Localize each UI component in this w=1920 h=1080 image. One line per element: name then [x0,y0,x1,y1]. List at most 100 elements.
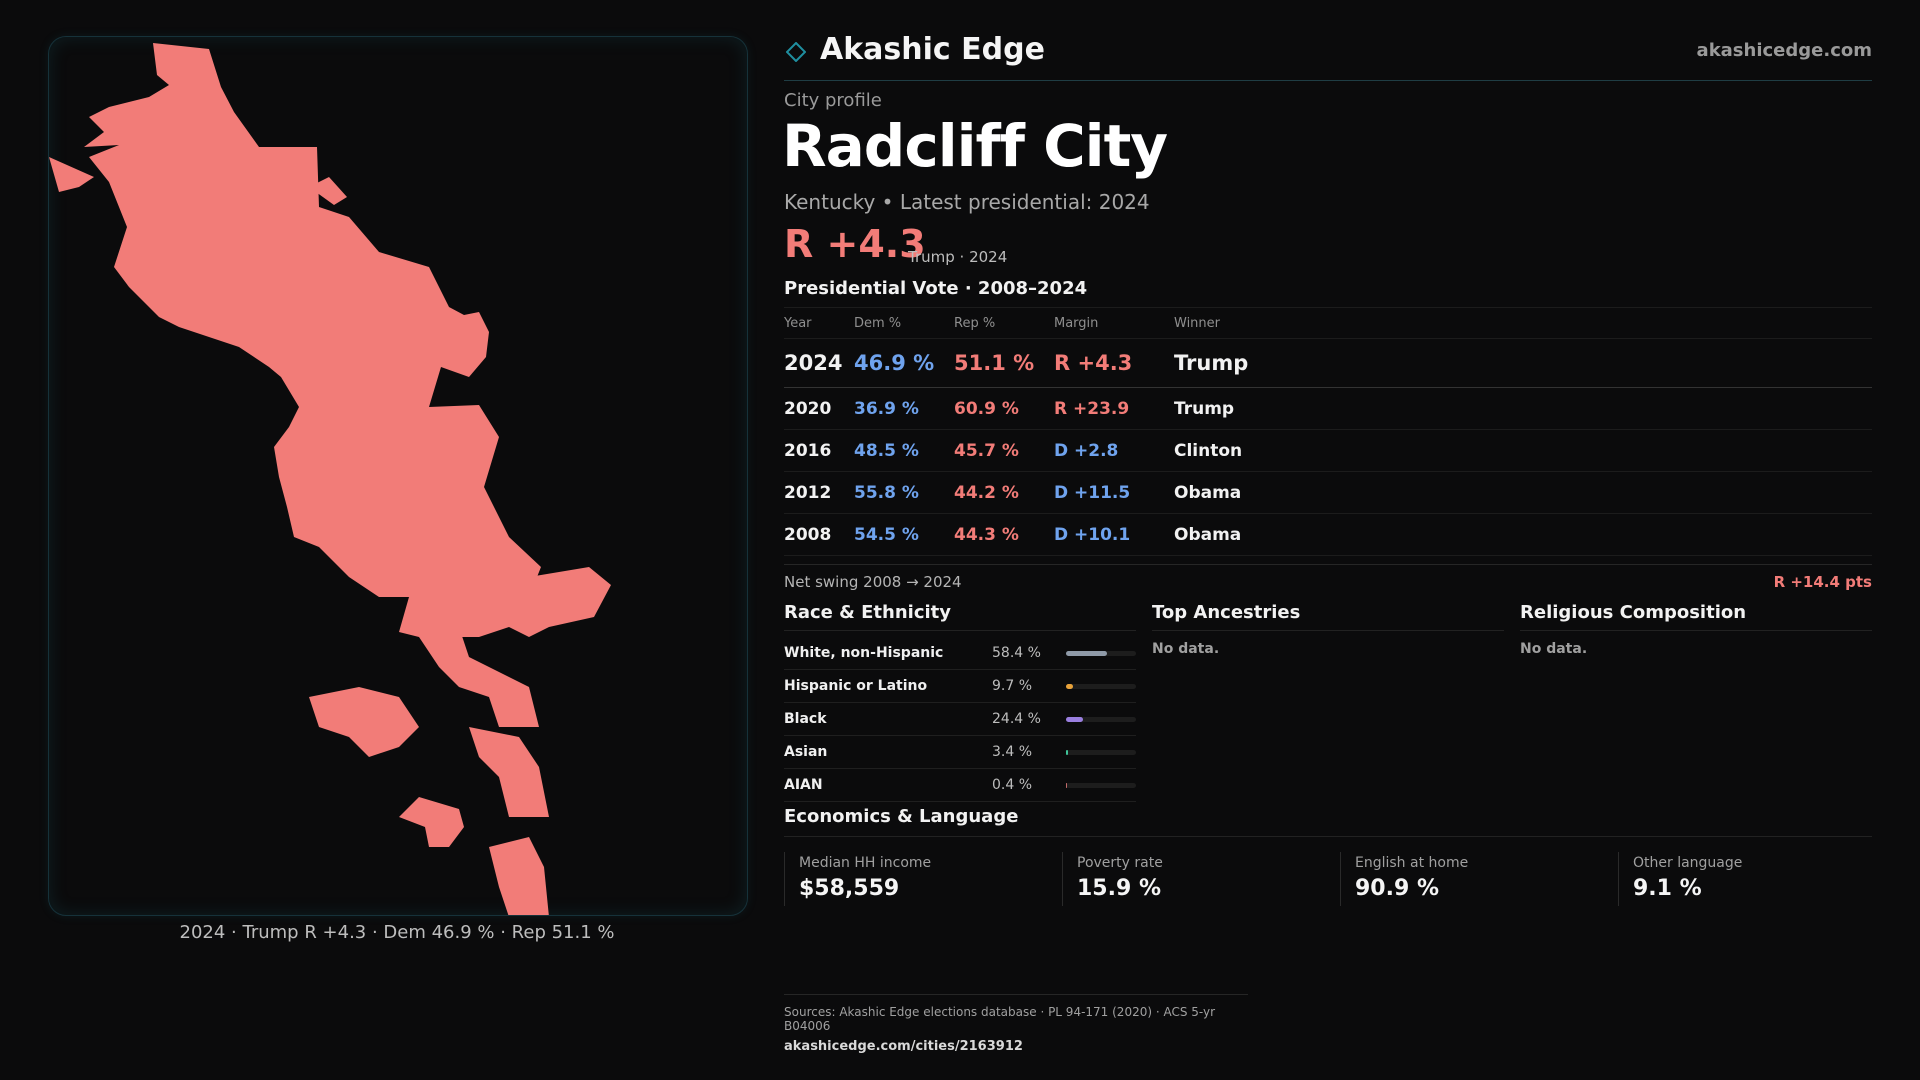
race-bar-fill [1066,684,1073,689]
race-name: Asian [784,744,828,760]
stat-value: 15.9 % [1077,876,1161,901]
winner-cell: Clinton [1174,429,1872,472]
margin-cell: D +11.5 [1054,471,1174,514]
city-boundary-shape [49,43,611,915]
dem-pct-cell: 46.9 % [854,338,954,388]
stat-card-poverty-rate: Poverty rate 15.9 % [1062,852,1325,906]
religion-section: Religious Composition No data. [1520,600,1872,657]
stat-card-other-language: Other language 9.1 % [1618,852,1881,906]
sources-footer: Sources: Akashic Edge elections database… [784,994,1248,1054]
winner-cell: Trump [1174,387,1872,430]
ancestries-section: Top Ancestries No data. [1152,600,1504,657]
presidential-vote-title: Presidential Vote · 2008–2024 [784,278,1088,299]
dem-pct-cell: 36.9 % [854,387,954,430]
table-row: 2012 55.8 % 44.2 % D +11.5 Obama [784,471,1872,514]
race-row: Hispanic or Latino 9.7 % [784,670,1136,703]
race-bar-fill [1066,651,1107,656]
margin-cell: D +10.1 [1054,513,1174,556]
race-name: AIAN [784,777,823,793]
year-cell: 2020 [784,387,854,430]
race-row: White, non-Hispanic 58.4 % [784,637,1136,670]
brand-url-link[interactable]: akashicedge.com [1696,40,1872,61]
stat-label: English at home [1355,855,1469,871]
rep-pct-cell: 51.1 % [954,338,1054,388]
dem-pct-cell: 55.8 % [854,471,954,514]
race-bar-track [1066,750,1136,755]
city-map-panel [48,36,748,916]
rep-pct-cell: 44.3 % [954,513,1054,556]
margin-cell: R +23.9 [1054,387,1174,430]
margin-cell: R +4.3 [1054,338,1174,388]
site-header: Akashic Edge akashicedge.com [784,30,1872,81]
religion-title: Religious Composition [1520,600,1872,631]
economics-title: Economics & Language [784,806,1872,837]
page-url-link[interactable]: akashicedge.com/cities/2163912 [784,1039,1023,1054]
race-pct: 58.4 % [992,645,1041,661]
race-bar-fill [1066,717,1084,722]
headline-margin: R +4.3 [784,222,926,266]
year-cell: 2016 [784,429,854,472]
stat-label: Poverty rate [1077,855,1163,871]
stat-label: Median HH income [799,855,932,871]
city-boundary-map [49,43,611,915]
column-header-margin: Margin [1054,307,1174,339]
rep-pct-cell: 44.2 % [954,471,1054,514]
ancestries-empty-message: No data. [1152,641,1220,657]
year-cell: 2008 [784,513,854,556]
sources-text: Sources: Akashic Edge elections database… [784,1005,1216,1033]
race-name: Hispanic or Latino [784,678,928,694]
race-bar-track [1066,783,1136,788]
rep-pct-cell: 60.9 % [954,387,1054,430]
presidential-vote-table: Year Dem % Rep % Margin Winner 2024 46.9… [784,307,1872,556]
profile-kicker: City profile [784,90,882,111]
year-cell: 2024 [784,338,854,388]
race-bar-fill [1066,750,1069,755]
race-row: Black 24.4 % [784,703,1136,736]
religion-empty-message: No data. [1520,641,1588,657]
dem-pct-cell: 54.5 % [854,513,954,556]
net-swing-row: Net swing 2008 → 2024 R +14.4 pts [784,564,1872,601]
headline-note: Trump · 2024 [908,248,1008,266]
race-row: Asian 3.4 % [784,736,1136,769]
year-cell: 2012 [784,471,854,514]
brand-name[interactable]: Akashic Edge [820,32,1045,67]
race-name: Black [784,711,827,727]
race-ethnicity-title: Race & Ethnicity [784,600,1136,631]
race-row: AIAN 0.4 % [784,769,1136,802]
winner-cell: Obama [1174,513,1872,556]
race-pct: 9.7 % [992,678,1033,694]
race-pct: 3.4 % [992,744,1033,760]
table-row: 2020 36.9 % 60.9 % R +23.9 Trump [784,387,1872,430]
net-swing-label: Net swing 2008 → 2024 [784,573,962,591]
economics-cards: Median HH income $58,559 Poverty rate 15… [784,852,1872,906]
column-header-rep: Rep % [954,307,1054,339]
stat-value: 90.9 % [1355,876,1439,901]
winner-cell: Obama [1174,471,1872,514]
stat-card-median-income: Median HH income $58,559 [784,852,1047,906]
profile-subtitle: Kentucky • Latest presidential: 2024 [784,190,1150,214]
table-row: 2016 48.5 % 45.7 % D +2.8 Clinton [784,429,1872,472]
page-title: Radcliff City [782,112,1168,180]
race-name: White, non-Hispanic [784,645,944,661]
stat-value: 9.1 % [1633,876,1702,901]
rep-pct-cell: 45.7 % [954,429,1054,472]
diamond-logo-icon [786,42,806,62]
column-header-dem: Dem % [854,307,954,339]
stat-card-english-at-home: English at home 90.9 % [1340,852,1603,906]
column-header-year: Year [784,307,854,339]
race-ethnicity-section: Race & Ethnicity White, non-Hispanic 58.… [784,600,1136,802]
column-header-winner: Winner [1174,307,1872,339]
dem-pct-cell: 48.5 % [854,429,954,472]
race-bar-track [1066,651,1136,656]
margin-cell: D +2.8 [1054,429,1174,472]
race-pct: 0.4 % [992,777,1033,793]
table-row: 2024 46.9 % 51.1 % R +4.3 Trump [784,338,1872,388]
race-pct: 24.4 % [992,711,1041,727]
stat-value: $58,559 [799,876,900,901]
table-row: 2008 54.5 % 44.3 % D +10.1 Obama [784,513,1872,556]
race-bar-fill [1066,783,1068,788]
stat-label: Other language [1633,855,1743,871]
map-caption: 2024 · Trump R +4.3 · Dem 46.9 % · Rep 5… [179,922,615,943]
net-swing-value: R +14.4 pts [1773,573,1872,591]
ancestries-title: Top Ancestries [1152,600,1504,631]
